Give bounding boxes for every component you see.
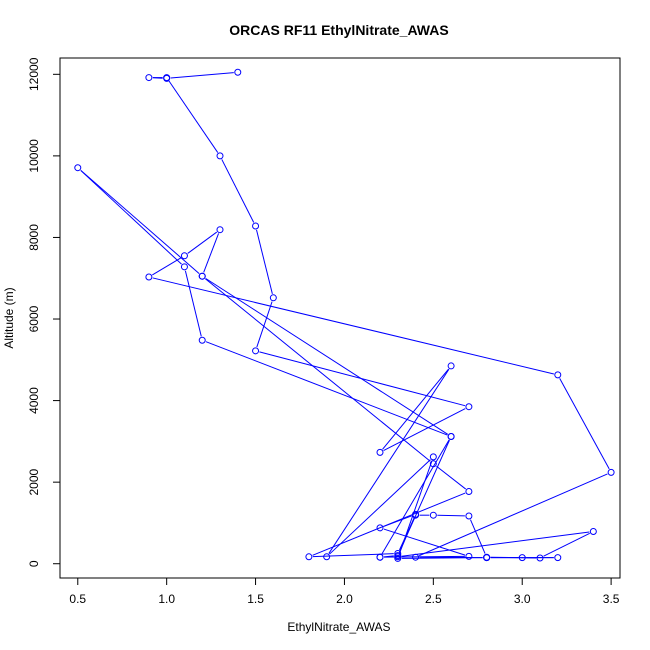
data-point	[376, 448, 384, 456]
data-point	[163, 74, 171, 82]
series-line-segment	[205, 278, 431, 462]
series-line-segment	[383, 528, 466, 556]
y-tick-label: 6000	[27, 305, 41, 332]
x-axis: 0.5 1.0 1.5 2.0 2.5 3.0 3.5	[69, 577, 620, 606]
data-point	[394, 552, 402, 560]
data-point	[465, 552, 473, 560]
data-point	[305, 553, 313, 561]
series-line-segment	[401, 531, 590, 557]
series-line-segment	[436, 465, 467, 490]
x-tick-label: 1.0	[158, 592, 175, 606]
series-line-segment	[205, 277, 449, 435]
series-line-segment	[187, 231, 218, 254]
series-line-segment	[205, 341, 448, 436]
series-line-segment	[559, 378, 610, 470]
series-line-segment	[383, 408, 466, 452]
data-point	[180, 263, 188, 271]
data-point	[465, 512, 473, 520]
x-tick-label: 3.5	[603, 592, 620, 606]
data-point	[216, 226, 224, 234]
y-tick-label: 4000	[27, 387, 41, 414]
data-point	[447, 362, 455, 370]
x-tick-label: 0.5	[69, 592, 86, 606]
series-line-segment	[382, 368, 449, 450]
data-point	[465, 403, 473, 411]
series-line-segment	[80, 170, 182, 265]
series-line-segment	[152, 257, 182, 276]
data-point	[412, 553, 420, 561]
data-point	[447, 432, 455, 440]
series-line-segment	[152, 277, 555, 375]
data-point	[429, 511, 437, 519]
series-line-segment	[383, 555, 465, 558]
series-line-segment	[383, 515, 412, 527]
series-line-segment	[184, 270, 202, 337]
data-point	[252, 347, 260, 355]
data-point	[74, 164, 82, 172]
data-point	[180, 252, 188, 260]
chart-title: ORCAS RF11 EthylNitrate_AWAS	[229, 22, 448, 38]
data-point	[589, 528, 597, 536]
data-point	[607, 468, 615, 476]
series-line-segment	[470, 519, 486, 554]
x-tick-label: 3.0	[514, 592, 531, 606]
data-point	[376, 524, 384, 532]
data-point	[145, 74, 153, 82]
data-point	[234, 68, 242, 76]
data-point	[429, 453, 437, 461]
data-point	[518, 554, 526, 562]
series-line-segment	[328, 368, 450, 554]
data-point	[429, 460, 437, 468]
y-tick-label: 8000	[27, 224, 41, 251]
series-line-segment	[203, 233, 220, 273]
series-layer	[74, 68, 615, 562]
series-line-segment	[437, 514, 465, 517]
data-point	[198, 336, 206, 344]
x-tick-label: 2.5	[425, 592, 442, 606]
data-point	[323, 553, 331, 561]
data-point	[465, 488, 473, 496]
data-point	[554, 554, 562, 562]
data-point	[536, 554, 544, 562]
data-point	[145, 273, 153, 281]
series-line-segment	[256, 301, 273, 348]
y-axis-label: Altitude (m)	[2, 287, 16, 348]
data-point	[252, 222, 260, 230]
x-tick-label: 1.5	[247, 592, 264, 606]
data-point	[412, 510, 420, 518]
x-axis-label: EthylNitrate_AWAS	[287, 620, 390, 634]
data-point	[394, 550, 402, 558]
data-point	[554, 371, 562, 379]
y-tick-label: 2000	[27, 468, 41, 495]
series-line-segment	[543, 532, 590, 557]
series-line-segment	[168, 80, 219, 153]
y-axis: 0 2000 4000 6000 8000 10000 12000	[27, 57, 61, 567]
plot-frame	[59, 57, 621, 579]
data-point	[198, 272, 206, 280]
data-point	[269, 294, 277, 302]
data-point	[483, 553, 491, 561]
y-tick-label: 0	[27, 560, 41, 567]
data-point	[216, 152, 224, 160]
series-line-segment	[398, 439, 450, 553]
series-line-segment	[256, 229, 273, 295]
y-tick-label: 10000	[27, 139, 41, 173]
series-line-segment	[381, 439, 450, 555]
series-line-segment	[490, 556, 537, 559]
y-tick-label: 12000	[27, 57, 41, 91]
series-line-segment	[80, 169, 200, 274]
series-line-segment	[419, 473, 608, 557]
series-line-segment	[170, 72, 234, 79]
series-line-segment	[329, 459, 431, 555]
series-line-segment	[383, 555, 394, 558]
data-point	[376, 553, 384, 561]
series-line-segment	[221, 159, 255, 223]
x-tick-label: 2.0	[336, 592, 353, 606]
